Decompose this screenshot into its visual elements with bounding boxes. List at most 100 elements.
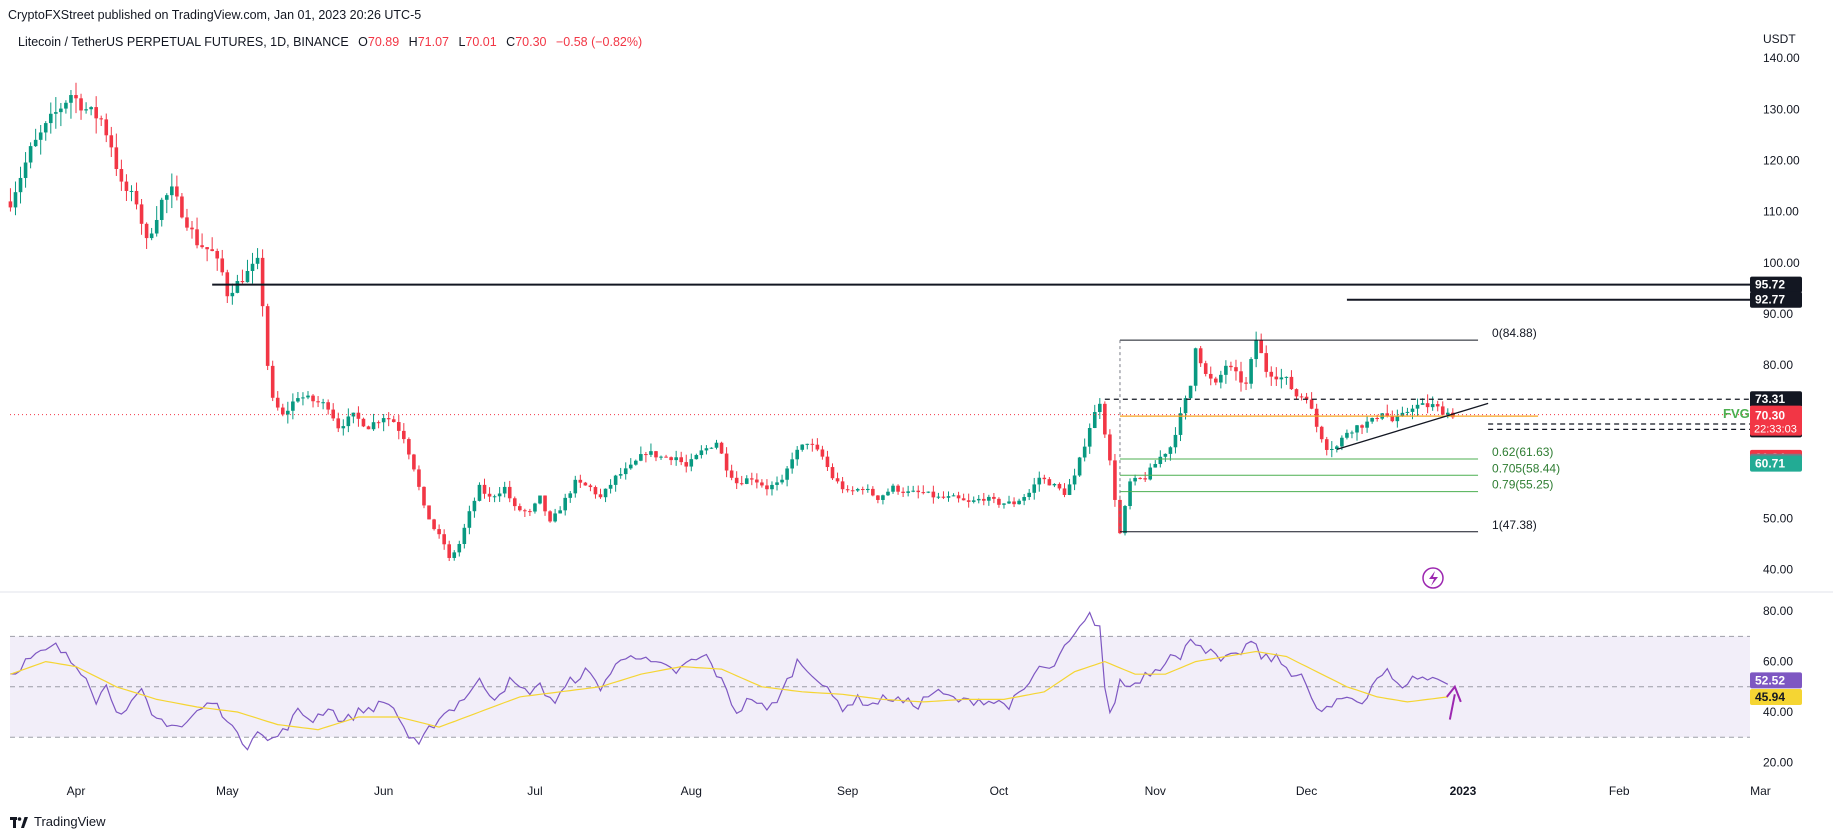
candle bbox=[750, 478, 754, 480]
time-tick-label: Mar bbox=[1750, 784, 1771, 798]
candle bbox=[291, 401, 295, 411]
candle bbox=[331, 409, 336, 419]
candle bbox=[563, 497, 568, 511]
candle bbox=[321, 402, 325, 404]
candle bbox=[1148, 467, 1153, 480]
candle bbox=[921, 492, 926, 494]
candle bbox=[1355, 425, 1359, 433]
candle bbox=[1219, 374, 1223, 383]
candle bbox=[785, 468, 789, 480]
candle bbox=[472, 500, 477, 512]
candle bbox=[790, 459, 794, 469]
candle bbox=[724, 453, 729, 471]
candle bbox=[467, 511, 472, 528]
candle bbox=[1390, 416, 1395, 422]
fib-level-label: 0.705(58.44) bbox=[1492, 461, 1560, 475]
high-value: H71.07 bbox=[408, 35, 449, 49]
published-line: CryptoFXStreet published on TradingView.… bbox=[8, 8, 422, 22]
candle bbox=[104, 119, 109, 136]
tradingview-footer: TradingView bbox=[10, 814, 106, 829]
candle bbox=[966, 500, 971, 502]
candle bbox=[301, 397, 305, 399]
candle bbox=[13, 192, 18, 208]
candle bbox=[573, 479, 578, 494]
candle bbox=[1143, 478, 1147, 480]
candle bbox=[69, 95, 73, 103]
candle bbox=[336, 418, 341, 429]
candle bbox=[538, 495, 542, 504]
candle bbox=[795, 449, 799, 460]
price-tick-label: 110.00 bbox=[1763, 205, 1799, 219]
price-chart[interactable]: 140.00 130.00 120.00 110.00 100.00 90.00 80.00… bbox=[0, 0, 1833, 810]
candle bbox=[245, 271, 250, 283]
candle bbox=[1198, 348, 1203, 364]
fib-level-label: 1(47.38) bbox=[1492, 518, 1537, 532]
candle bbox=[1062, 488, 1067, 495]
price-tick-label: 90.00 bbox=[1763, 307, 1793, 321]
candle bbox=[1239, 371, 1243, 383]
candle bbox=[704, 448, 709, 451]
candle bbox=[739, 483, 744, 485]
rsi-ma-badge-bg bbox=[1750, 689, 1802, 706]
candle bbox=[482, 484, 487, 494]
price-badge-bg bbox=[1750, 276, 1802, 293]
candle bbox=[1319, 426, 1324, 440]
candle bbox=[94, 107, 98, 119]
rsi-tick-label: 20.00 bbox=[1763, 755, 1793, 769]
candle bbox=[402, 430, 406, 440]
candle bbox=[825, 456, 830, 468]
lightning-icon bbox=[1422, 567, 1444, 589]
candle bbox=[296, 398, 300, 402]
time-tick-label: Dec bbox=[1296, 784, 1317, 798]
candle bbox=[23, 162, 28, 178]
time-tick-label: Sep bbox=[837, 784, 859, 798]
candle bbox=[1451, 412, 1455, 418]
price-badge-bg bbox=[1750, 291, 1802, 308]
candle bbox=[1289, 376, 1294, 390]
candle bbox=[684, 462, 689, 467]
candle bbox=[719, 442, 724, 454]
candle bbox=[1435, 404, 1440, 407]
candle bbox=[185, 217, 189, 228]
candle bbox=[28, 146, 33, 163]
candle bbox=[507, 486, 512, 499]
price-badge: 92.77 bbox=[1755, 293, 1785, 307]
candle bbox=[1234, 367, 1238, 372]
rsi-tick-label: 60.00 bbox=[1763, 655, 1793, 669]
candle bbox=[255, 257, 260, 264]
candle bbox=[871, 488, 875, 496]
candle bbox=[235, 281, 240, 293]
candle bbox=[210, 249, 214, 252]
candle bbox=[412, 454, 416, 470]
candle bbox=[8, 201, 13, 208]
candle bbox=[149, 233, 154, 239]
candle bbox=[361, 418, 366, 427]
candle bbox=[1294, 389, 1299, 397]
candle bbox=[911, 490, 915, 492]
candle bbox=[1304, 396, 1309, 400]
candle bbox=[396, 422, 401, 431]
candle bbox=[543, 495, 547, 512]
candle bbox=[1405, 411, 1410, 413]
candle bbox=[987, 496, 991, 501]
candle bbox=[1092, 412, 1097, 429]
candle bbox=[1087, 428, 1092, 447]
candle bbox=[820, 449, 825, 457]
candle bbox=[891, 485, 895, 492]
candle bbox=[679, 457, 683, 463]
low-value: L70.01 bbox=[458, 35, 497, 49]
candle bbox=[215, 251, 220, 259]
candle bbox=[437, 529, 441, 535]
candle bbox=[190, 227, 194, 230]
candle bbox=[84, 109, 88, 111]
candle bbox=[280, 407, 285, 415]
candle bbox=[1440, 406, 1445, 415]
candle bbox=[1395, 415, 1400, 422]
candle bbox=[1203, 363, 1208, 374]
candle bbox=[1002, 503, 1006, 505]
candle bbox=[407, 439, 411, 455]
rsi-ma-badge: 45.94 bbox=[1755, 690, 1785, 704]
candle bbox=[568, 493, 573, 498]
candle bbox=[1012, 501, 1016, 505]
symbol-name[interactable]: Litecoin / TetherUS PERPETUAL FUTURES, 1… bbox=[18, 35, 349, 49]
